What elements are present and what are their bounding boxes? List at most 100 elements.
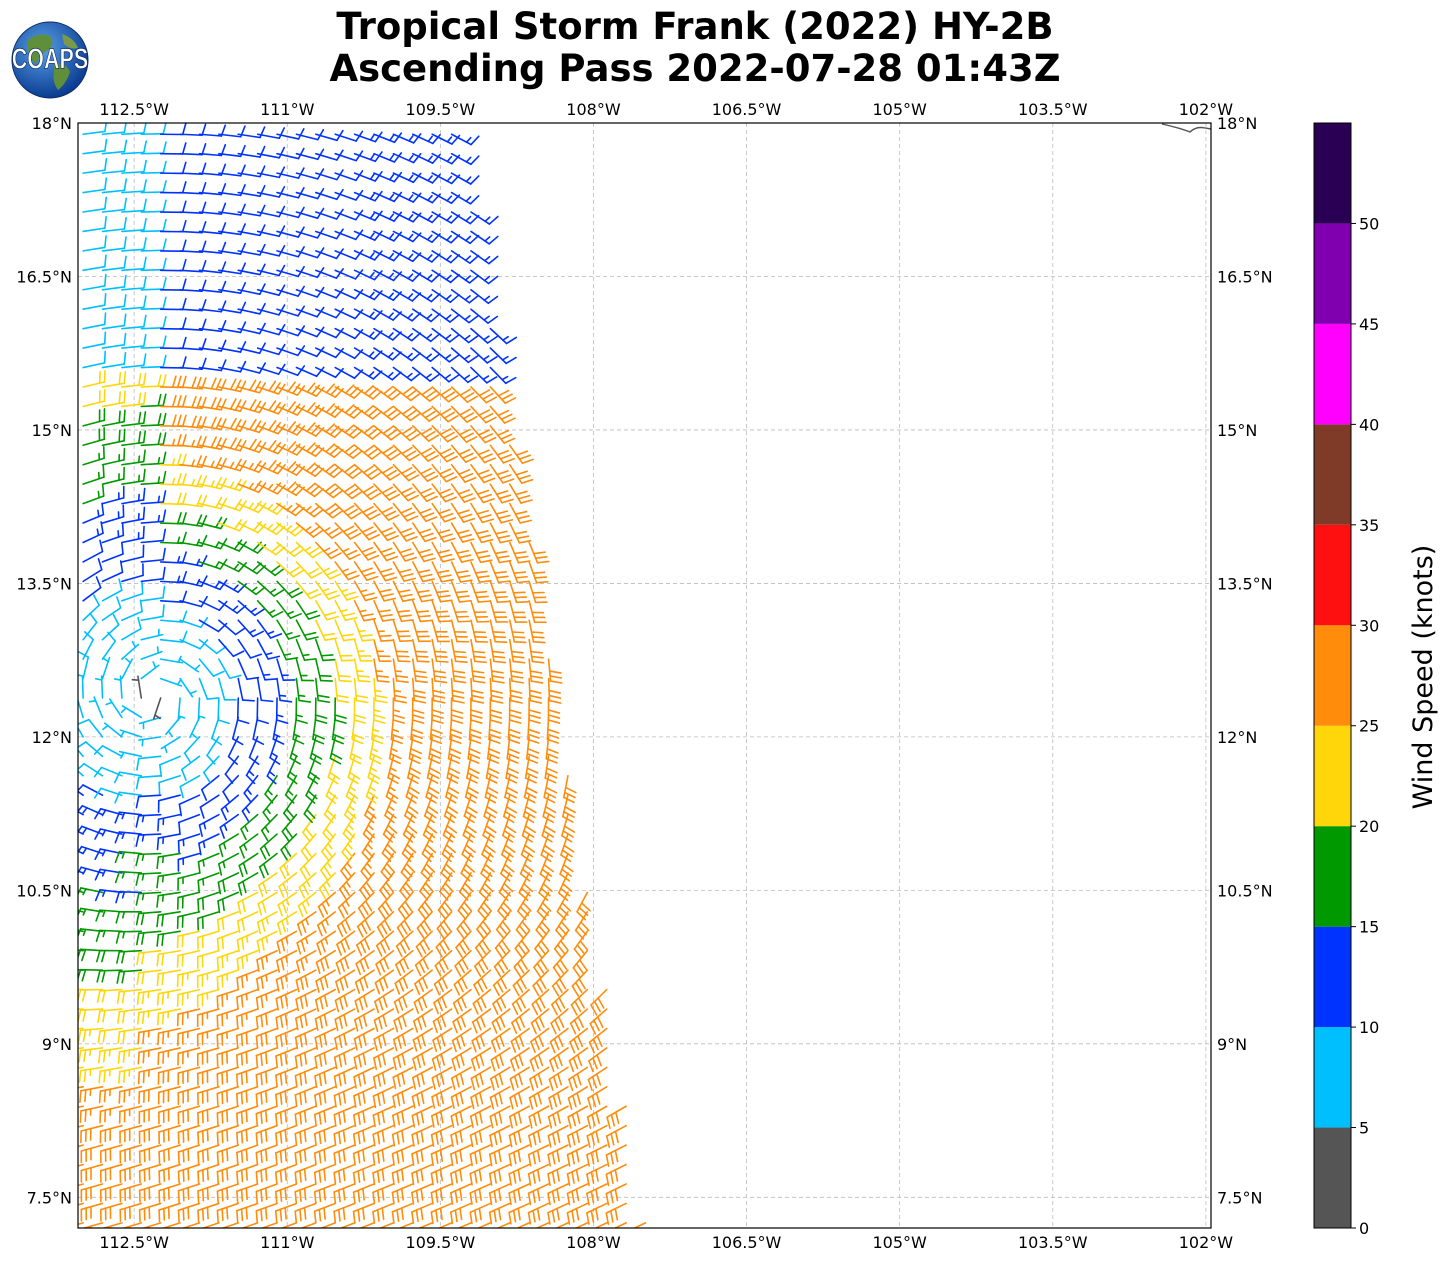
wind-barb [177, 697, 186, 721]
barb-feather [325, 795, 336, 804]
barb-feather [460, 513, 473, 519]
barb-staff [373, 502, 390, 521]
wind-barb [296, 930, 317, 955]
barb-feather [216, 957, 219, 971]
barb-feather [446, 824, 458, 834]
barb-staff [256, 541, 277, 556]
barb-feather [595, 1111, 600, 1125]
barb-feather [220, 418, 227, 431]
barb-feather [280, 849, 288, 861]
wind-barb [196, 1047, 220, 1067]
barb-half-feather [210, 460, 215, 468]
barb-feather [546, 738, 559, 744]
barb-staff [138, 1124, 162, 1133]
barb-staff [79, 1047, 104, 1052]
barb-staff [272, 716, 278, 740]
barb-feather [521, 868, 533, 878]
barb-staff [294, 1027, 317, 1039]
wind-barb [255, 1144, 278, 1165]
barb-feather [530, 655, 544, 659]
barb-feather [383, 957, 390, 970]
barb-feather [198, 1230, 199, 1241]
barb-feather [492, 655, 506, 659]
barb-feather [275, 1152, 278, 1165]
barb-feather [343, 505, 355, 513]
wind-barb [216, 1008, 240, 1028]
barb-staff [198, 677, 209, 700]
wind-barb [95, 909, 123, 922]
wind-barb [276, 541, 305, 558]
barb-feather [349, 757, 362, 765]
barb-feather [378, 998, 384, 1011]
barb-staff [275, 1124, 298, 1135]
wind-barb [333, 1086, 356, 1108]
barb-staff [218, 444, 241, 452]
barb-half-feather [191, 459, 195, 467]
barb-feather [439, 1187, 443, 1201]
wind-barb [78, 1008, 84, 1010]
barb-feather [284, 1206, 287, 1220]
barb-feather [551, 1171, 556, 1184]
barb-feather [221, 917, 225, 931]
barb-feather [551, 1003, 558, 1016]
barb-staff [528, 580, 537, 604]
barb-staff [402, 813, 414, 836]
barb-feather [408, 757, 421, 765]
wind-barb [238, 852, 259, 878]
wind-barb [352, 1163, 375, 1185]
wind-barb [392, 541, 417, 562]
barb-feather [399, 941, 407, 954]
barb-feather [336, 925, 344, 938]
barb-staff [431, 1086, 453, 1098]
barb-feather [465, 825, 477, 834]
barb-staff [161, 1222, 181, 1228]
wind-barb [372, 1124, 395, 1147]
barb-feather [546, 733, 560, 739]
barb-staff [430, 1144, 453, 1155]
barb-half-feather [348, 805, 355, 811]
barb-feather [216, 1209, 219, 1223]
barb-half-feather [124, 657, 132, 664]
barb-feather [482, 901, 493, 912]
barb-half-feather [245, 806, 250, 814]
barb-feather [285, 657, 299, 661]
wind-barb [255, 1008, 278, 1030]
barb-staff [414, 969, 433, 985]
barb-feather [420, 1187, 424, 1201]
barb-feather [364, 550, 377, 557]
barb-half-feather [157, 476, 161, 484]
barb-staff [572, 949, 589, 969]
barb-feather [480, 977, 488, 990]
barb-feather [411, 719, 425, 724]
barb-feather [439, 1168, 444, 1182]
barb-staff [512, 969, 530, 987]
barb-feather [101, 969, 106, 983]
barb-feather [357, 907, 366, 919]
wind-barb [535, 1222, 550, 1228]
barb-half-feather [349, 786, 356, 792]
barb-staff [137, 891, 162, 895]
barb-feather [592, 1057, 598, 1070]
barb-staff [450, 1163, 472, 1175]
barb-staff [241, 794, 259, 812]
barb-feather [459, 1168, 463, 1182]
barb-half-feather [285, 917, 289, 925]
barb-staff [177, 1183, 201, 1192]
wind-barb [567, 1086, 589, 1110]
wind-barb [140, 566, 166, 583]
wind-barb [197, 1163, 220, 1184]
wind-barb [489, 1124, 511, 1148]
barb-feather [296, 445, 306, 456]
barb-feather [503, 829, 515, 838]
barb-feather [349, 532, 362, 540]
barb-half-feather [117, 530, 120, 538]
barb-feather [264, 793, 274, 804]
barb-staff [376, 911, 395, 928]
barb-feather [569, 1022, 577, 1035]
wind-barb [373, 444, 401, 461]
barb-staff [508, 463, 523, 484]
barb-staff [493, 949, 511, 968]
barb-staff [283, 794, 298, 815]
barb-half-feather [64, 806, 68, 810]
barb-feather [459, 1207, 463, 1221]
